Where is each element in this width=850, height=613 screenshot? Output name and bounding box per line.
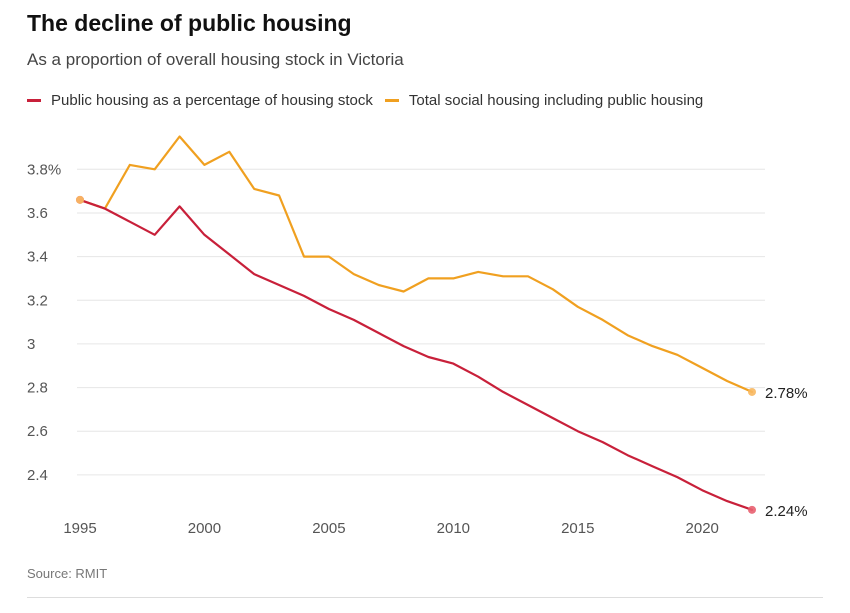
y-tick-label: 3.2 — [27, 292, 48, 309]
start-marker-social — [76, 195, 84, 204]
x-tick-label: 1995 — [63, 520, 96, 537]
chart-title: The decline of public housing — [27, 10, 352, 36]
y-tick-label: 3.6 — [27, 205, 48, 222]
y-tick-label: 3 — [27, 336, 35, 353]
legend-label-social: Total social housing including public ho… — [408, 92, 704, 109]
legend-item-social: Total social housing including public ho… — [384, 92, 704, 109]
legend-swatch-public — [27, 99, 41, 102]
end-marker-social — [748, 387, 756, 396]
series-line-public — [78, 198, 754, 511]
legend: Public housing as a percentage of housin… — [27, 92, 715, 109]
y-tick-label: 2.6 — [27, 423, 48, 440]
x-tick-label: 2015 — [561, 520, 594, 537]
y-tick-label: 2.8 — [27, 380, 48, 397]
legend-item-public: Public housing as a percentage of housin… — [27, 92, 373, 109]
x-tick-label: 2005 — [312, 520, 345, 537]
series-line-social — [78, 135, 754, 393]
y-tick-label: 2.4 — [27, 467, 48, 484]
legend-label-public: Public housing as a percentage of housin… — [51, 92, 373, 109]
source-note: Source: RMIT — [27, 566, 108, 581]
x-tick-label: 2000 — [188, 520, 221, 537]
end-label-social: 2.78% — [765, 385, 808, 402]
footer-divider — [27, 597, 823, 598]
x-tick-label: 2010 — [437, 520, 470, 537]
x-tick-label: 2020 — [686, 520, 719, 537]
legend-swatch-social — [384, 99, 399, 102]
y-tick-label: 3.4 — [27, 249, 48, 266]
end-label-public: 2.24% — [765, 503, 808, 520]
end-marker-public — [748, 505, 756, 514]
chart-subtitle: As a proportion of overall housing stock… — [27, 50, 404, 69]
y-tick-label: 3.8% — [27, 161, 61, 178]
